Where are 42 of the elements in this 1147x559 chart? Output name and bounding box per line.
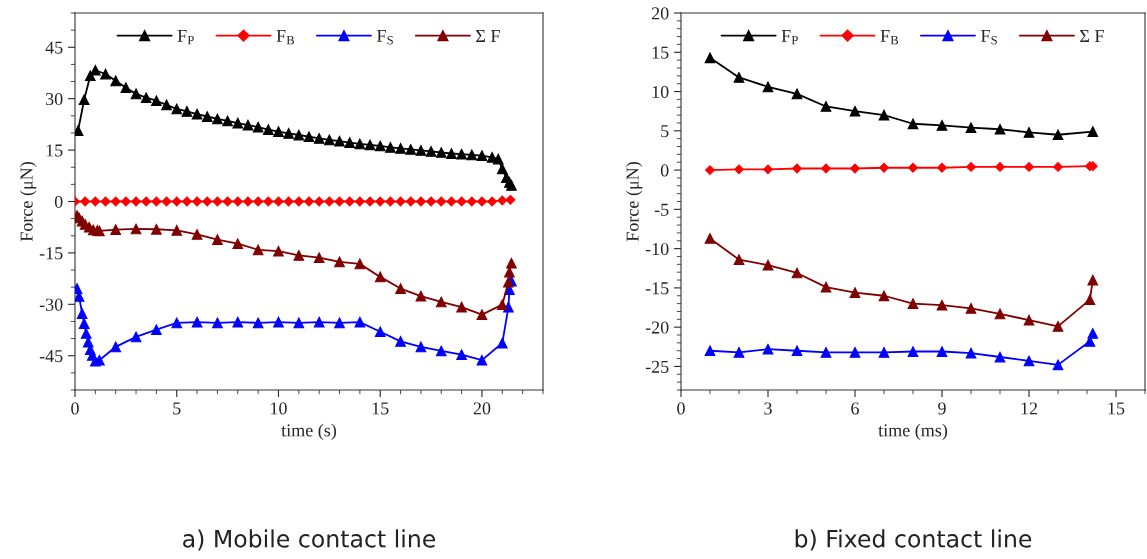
y-tick-label: 15 <box>652 46 669 59</box>
y-axis-title: Force (μN) <box>19 162 37 242</box>
legend-label: F$_{S}$ <box>980 29 997 45</box>
x-tick-label: 6 <box>851 402 859 415</box>
x-tick-label: 15 <box>1108 402 1125 415</box>
legend-label: F$_{P}$ <box>781 29 798 45</box>
x-tick-label: 15 <box>372 402 389 415</box>
legend-label: F$_{B}$ <box>880 29 899 45</box>
y-tick-label: 0 <box>54 195 63 208</box>
x-tick-label: 10 <box>271 402 287 415</box>
x-tick-label: 0 <box>71 402 79 415</box>
x-tick-label: 0 <box>677 402 685 415</box>
y-tick-label: -30 <box>39 298 63 311</box>
y-tick-label: -25 <box>645 360 669 373</box>
y-tick-label: 30 <box>46 92 63 106</box>
legend-label: Σ F <box>1080 30 1104 42</box>
y-axis-title: Force (μN) <box>625 162 643 242</box>
legend-label: F$_{B}$ <box>276 29 295 45</box>
y-tick-label: -5 <box>654 203 669 216</box>
x-tick-label: 5 <box>173 402 181 415</box>
legend-label: F$_{P}$ <box>177 29 194 45</box>
x-tick-label: 20 <box>473 402 491 415</box>
y-tick-label: 15 <box>46 144 63 157</box>
x-axis-title: time (ms) <box>878 423 948 441</box>
y-tick-label: 0 <box>660 164 669 177</box>
text: a) Mobile contact line <box>183 529 436 551</box>
text: b) Fixed contact line <box>795 529 1032 551</box>
y-tick-label: -45 <box>39 350 63 363</box>
y-tick-label: -15 <box>39 247 63 260</box>
y-tick-label: 10 <box>652 85 669 98</box>
x-tick-label: 12 <box>1021 402 1038 415</box>
x-tick-label: 3 <box>764 402 772 415</box>
y-tick-label: -10 <box>645 242 669 256</box>
legend-label: F$_{S}$ <box>376 29 393 45</box>
y-tick-label: -20 <box>645 321 669 334</box>
x-axis-title: time (s) <box>281 423 337 441</box>
y-tick-label: 5 <box>661 125 669 138</box>
y-tick-label: -15 <box>645 282 669 295</box>
y-tick-label: 45 <box>45 41 63 54</box>
legend-label: Σ F <box>476 30 500 42</box>
y-tick-label: 20 <box>651 7 669 20</box>
x-tick-label: 9 <box>938 402 946 415</box>
